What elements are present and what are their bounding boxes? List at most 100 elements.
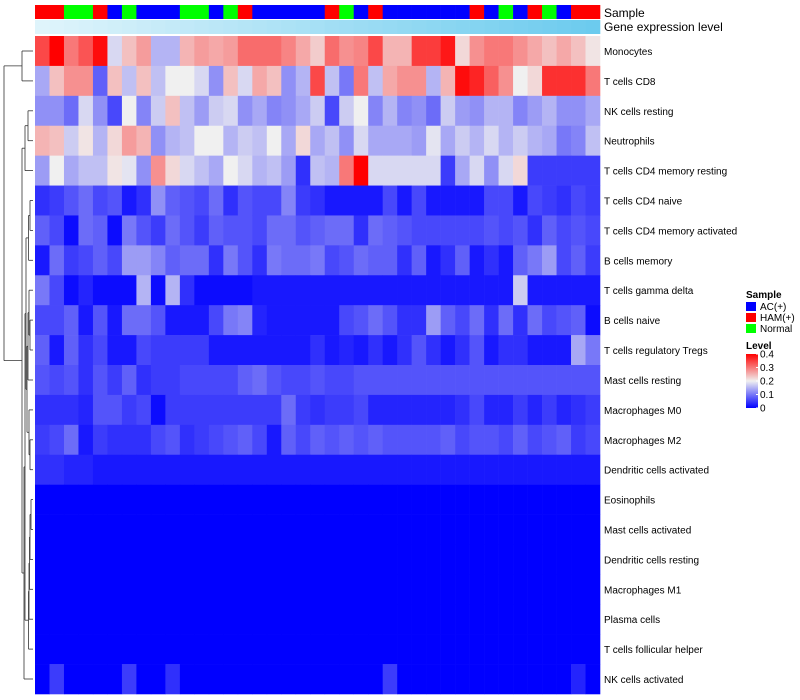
heatmap-cell — [35, 604, 50, 635]
heatmap-cell — [542, 245, 557, 276]
heatmap-cell — [92, 424, 108, 456]
heatmap-cell — [527, 125, 543, 156]
heatmap-cell — [527, 305, 543, 336]
heatmap-cell — [266, 275, 282, 306]
heatmap-cell — [92, 36, 108, 67]
heatmap-cell — [252, 275, 268, 306]
heatmap-cell — [107, 574, 123, 605]
heatmap-cell — [63, 604, 79, 635]
heatmap-cell — [165, 424, 181, 456]
heatmap-cell — [455, 305, 470, 336]
gene-expression-annotation-cell — [35, 20, 50, 34]
heatmap-cell — [324, 185, 340, 216]
heatmap-cell — [498, 454, 514, 485]
heatmap-cell — [121, 65, 137, 97]
heatmap-cell — [252, 155, 268, 186]
heatmap-cell — [252, 394, 268, 426]
heatmap-cell — [426, 454, 441, 485]
heatmap-cell — [165, 544, 181, 575]
heatmap-cell — [208, 305, 224, 336]
heatmap-cell — [484, 215, 499, 246]
sample-annotation-cell — [150, 5, 166, 19]
heatmap-cell — [63, 544, 79, 575]
heatmap-cell — [208, 634, 224, 665]
heatmap-cell — [281, 335, 297, 366]
heatmap-cell — [208, 544, 224, 575]
heatmap-cell — [310, 245, 326, 276]
heatmap-cell — [353, 335, 369, 366]
heatmap-cell — [179, 604, 195, 635]
heatmap-cell — [324, 36, 340, 67]
heatmap-cell — [136, 514, 152, 545]
heatmap-cell — [223, 365, 239, 396]
level-color-bar — [746, 354, 758, 408]
heatmap-cell — [49, 65, 65, 97]
heatmap-cell — [542, 604, 557, 635]
heatmap-cell — [585, 275, 601, 306]
gene-expression-annotation-cell — [455, 20, 470, 34]
heatmap-cell — [310, 125, 326, 156]
heatmap-cell — [237, 394, 253, 426]
heatmap-cell — [237, 335, 253, 366]
heatmap-cell — [571, 335, 586, 366]
heatmap-cell — [498, 514, 514, 545]
heatmap-cell — [295, 215, 311, 246]
heatmap-cell — [252, 544, 268, 575]
heatmap-cell — [556, 604, 572, 635]
heatmap-cell — [339, 514, 355, 545]
heatmap-cell — [92, 514, 108, 545]
heatmap-cell — [397, 185, 412, 216]
heatmap-cell — [136, 424, 152, 456]
heatmap-cell — [585, 305, 601, 336]
heatmap-cell — [310, 275, 326, 306]
heatmap-cell — [440, 245, 456, 276]
heatmap-cell — [194, 664, 210, 695]
heatmap-cell — [92, 275, 108, 306]
heatmap-cell — [310, 335, 326, 366]
heatmap-cell — [397, 215, 412, 246]
heatmap-cell — [78, 335, 94, 366]
row-label: T cells CD4 memory activated — [604, 226, 737, 237]
heatmap-cell — [165, 634, 181, 665]
heatmap-cell — [455, 185, 470, 216]
heatmap-cell — [339, 215, 355, 246]
heatmap-cell — [78, 65, 94, 97]
heatmap-cell — [92, 544, 108, 575]
heatmap-cell — [107, 155, 123, 186]
heatmap-cell — [382, 394, 398, 426]
heatmap-cell — [49, 664, 65, 695]
sample-annotation-bar — [35, 5, 601, 19]
heatmap-cell — [397, 275, 412, 306]
heatmap-cell — [310, 634, 326, 665]
heatmap-cell — [513, 574, 528, 605]
heatmap-cell — [208, 424, 224, 456]
heatmap-cell — [179, 275, 195, 306]
heatmap-cell — [353, 544, 369, 575]
heatmap-cell — [35, 664, 50, 695]
heatmap-cell — [295, 155, 311, 186]
heatmap-cell — [136, 215, 152, 246]
heatmap-cell — [397, 365, 412, 396]
heatmap-cell — [339, 424, 355, 456]
heatmap-cell — [150, 394, 166, 426]
heatmap-cell — [63, 125, 79, 156]
heatmap-cell — [310, 215, 326, 246]
heatmap-cell — [78, 514, 94, 545]
heatmap-cell — [194, 155, 210, 186]
heatmap-cell — [150, 484, 166, 515]
heatmap-cell — [121, 604, 137, 635]
heatmap-cell — [35, 484, 50, 515]
heatmap-cell — [498, 335, 514, 366]
heatmap-cell — [179, 454, 195, 485]
heatmap-cell — [136, 484, 152, 515]
heatmap-cell — [411, 544, 427, 575]
heatmap-cell — [223, 305, 239, 336]
heatmap-cell — [295, 185, 311, 216]
heatmap-cell — [498, 394, 514, 426]
heatmap-cell — [368, 514, 383, 545]
heatmap-cell — [150, 335, 166, 366]
heatmap-cell — [339, 335, 355, 366]
heatmap-cell — [150, 245, 166, 276]
heatmap-cell — [266, 65, 282, 97]
heatmap-cell — [469, 155, 485, 186]
